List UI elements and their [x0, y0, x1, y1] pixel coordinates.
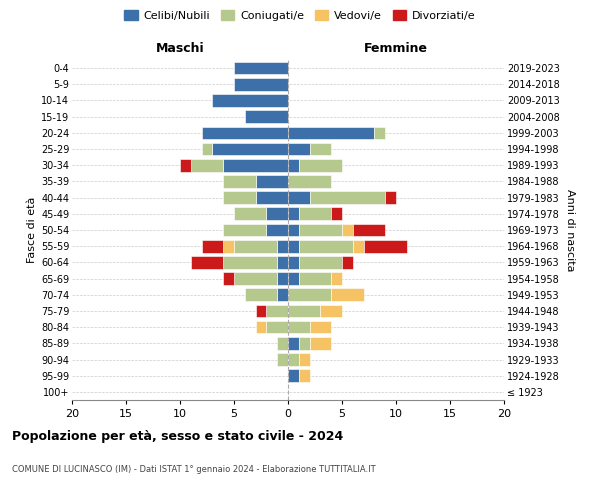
Bar [299, 208, 331, 220]
Bar [299, 256, 342, 268]
Bar [331, 272, 342, 285]
Bar [342, 224, 353, 236]
Bar [353, 224, 385, 236]
Bar [288, 175, 331, 188]
Bar [331, 208, 342, 220]
Bar [277, 288, 288, 301]
Text: Maschi: Maschi [155, 42, 205, 55]
Bar [256, 192, 288, 204]
Bar [266, 224, 288, 236]
Bar [234, 78, 288, 90]
Bar [288, 142, 310, 156]
Bar [288, 370, 299, 382]
Bar [310, 192, 385, 204]
Bar [223, 240, 234, 252]
Bar [223, 224, 266, 236]
Bar [320, 304, 342, 318]
Bar [223, 159, 288, 172]
Bar [212, 142, 288, 156]
Bar [277, 240, 288, 252]
Bar [202, 126, 288, 139]
Bar [310, 321, 331, 334]
Bar [256, 304, 266, 318]
Bar [223, 192, 256, 204]
Bar [288, 126, 374, 139]
Bar [299, 224, 342, 236]
Bar [256, 321, 266, 334]
Y-axis label: Anni di nascita: Anni di nascita [565, 188, 575, 271]
Bar [288, 159, 299, 172]
Bar [353, 240, 364, 252]
Bar [212, 94, 288, 107]
Bar [223, 272, 234, 285]
Bar [385, 192, 396, 204]
Bar [299, 337, 310, 349]
Bar [277, 256, 288, 268]
Bar [202, 142, 212, 156]
Bar [266, 208, 288, 220]
Text: Femmine: Femmine [364, 42, 428, 55]
Bar [288, 208, 299, 220]
Text: Popolazione per età, sesso e stato civile - 2024: Popolazione per età, sesso e stato civil… [12, 430, 343, 443]
Legend: Celibi/Nubili, Coniugati/e, Vedovi/e, Divorziati/e: Celibi/Nubili, Coniugati/e, Vedovi/e, Di… [120, 6, 480, 25]
Bar [288, 224, 299, 236]
Bar [191, 256, 223, 268]
Bar [277, 337, 288, 349]
Bar [234, 240, 277, 252]
Bar [223, 256, 277, 268]
Bar [277, 353, 288, 366]
Bar [288, 321, 310, 334]
Bar [191, 159, 223, 172]
Bar [277, 272, 288, 285]
Bar [288, 192, 310, 204]
Bar [245, 110, 288, 123]
Bar [256, 175, 288, 188]
Bar [234, 208, 266, 220]
Bar [310, 142, 331, 156]
Bar [234, 62, 288, 74]
Bar [364, 240, 407, 252]
Bar [374, 126, 385, 139]
Bar [266, 304, 288, 318]
Bar [288, 272, 299, 285]
Bar [299, 370, 310, 382]
Bar [288, 240, 299, 252]
Bar [234, 272, 277, 285]
Bar [245, 288, 277, 301]
Bar [288, 353, 299, 366]
Bar [299, 272, 331, 285]
Y-axis label: Fasce di età: Fasce di età [26, 197, 37, 263]
Bar [288, 337, 299, 349]
Bar [299, 240, 353, 252]
Bar [299, 159, 342, 172]
Bar [223, 175, 256, 188]
Bar [331, 288, 364, 301]
Bar [266, 321, 288, 334]
Bar [288, 256, 299, 268]
Bar [288, 304, 320, 318]
Bar [288, 288, 331, 301]
Bar [180, 159, 191, 172]
Text: COMUNE DI LUCINASCO (IM) - Dati ISTAT 1° gennaio 2024 - Elaborazione TUTTITALIA.: COMUNE DI LUCINASCO (IM) - Dati ISTAT 1°… [12, 465, 376, 474]
Bar [202, 240, 223, 252]
Bar [310, 337, 331, 349]
Bar [342, 256, 353, 268]
Bar [299, 353, 310, 366]
